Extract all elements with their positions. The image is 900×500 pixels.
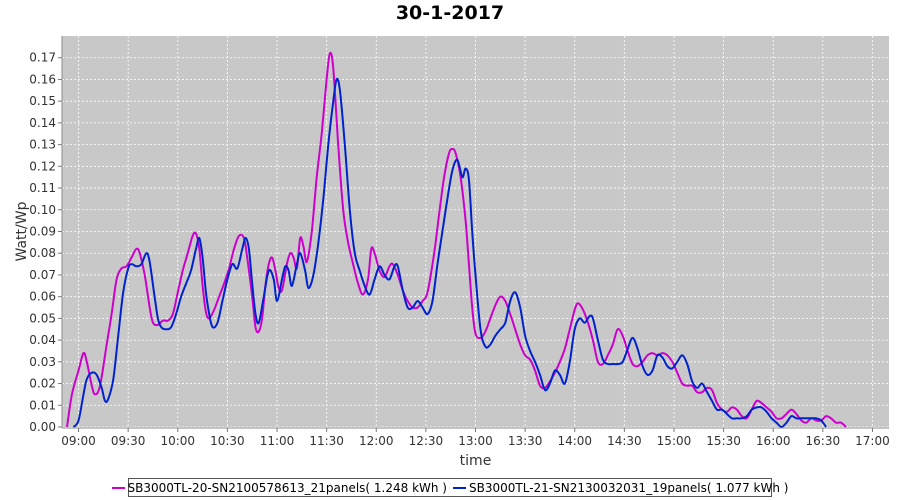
y-tick-label: 0.09 [29,225,56,239]
x-tick-label: 10:00 [160,434,195,448]
y-tick-label: 0.12 [29,159,56,173]
y-tick-label: 0.07 [29,268,56,282]
legend-item-series-1: SB3000TL-20-SN2100578613_21panels( 1.248… [111,480,447,495]
x-tick-label: 10:30 [210,434,245,448]
x-tick-label: 11:00 [260,434,295,448]
y-tick-label: 0.00 [29,420,56,434]
y-tick-label: 0.14 [29,116,56,130]
legend-label-series-1: SB3000TL-20-SN2100578613_21panels( 1.248… [127,480,447,495]
x-tick-label: 15:00 [657,434,692,448]
x-tick-label: 09:00 [61,434,96,448]
x-tick-label: 12:30 [409,434,444,448]
y-tick-label: 0.02 [29,377,56,391]
y-tick-label: 0.04 [29,333,56,347]
x-tick-label: 09:30 [111,434,146,448]
y-tick-label: 0.11 [29,181,56,195]
y-tick-label: 0.17 [29,51,56,65]
y-tick-label: 0.03 [29,355,56,369]
grid-lines [62,36,889,428]
series-line-2 [72,77,827,428]
chart-title: 30-1-2017 [395,2,505,24]
legend-label-series-2: SB3000TL-21-SN2130032031_19panels( 1.077… [469,480,789,495]
x-tick-label: 13:00 [458,434,493,448]
y-tick-label: 0.08 [29,246,56,260]
x-tick-label: 12:00 [359,434,394,448]
x-tick-label: 17:00 [855,434,890,448]
line-chart: 0.00 0.01 0.02 0.03 0.04 0.05 0.06 0.07 0.08 0.09… [14,36,890,469]
y-tick-label: 0.13 [29,138,56,152]
x-tick-label: 14:00 [557,434,592,448]
x-tick-label: 15:30 [706,434,741,448]
y-tick-label: 0.05 [29,311,56,325]
legend-swatch-series-1 [111,486,125,489]
legend-swatch-series-2 [453,486,466,489]
x-tick-label: 14:30 [607,434,642,448]
x-tick-label: 11:30 [309,434,344,448]
y-tick-label: 0.01 [29,398,56,412]
y-tick-label: 0.16 [29,72,56,86]
legend-item-series-2: SB3000TL-21-SN2130032031_19panels( 1.077… [453,481,788,495]
x-tick-label: 13:30 [508,434,543,448]
x-tick-label: 16:30 [806,434,841,448]
series-line-1 [66,51,847,428]
y-axis-title: Watt/Wp [14,201,30,261]
y-tick-label: 0.15 [29,94,56,108]
y-tick-label: 0.06 [29,290,56,304]
legend: SB3000TL-20-SN2100578613_21panels( 1.248… [111,478,788,497]
axes: 0.00 0.01 0.02 0.03 0.04 0.05 0.06 0.07 0.08 0.09… [29,36,890,448]
series-lines [66,51,847,428]
x-tick-label: 16:00 [756,434,791,448]
x-axis-title: time [460,453,492,469]
y-tick-label: 0.10 [29,203,56,217]
